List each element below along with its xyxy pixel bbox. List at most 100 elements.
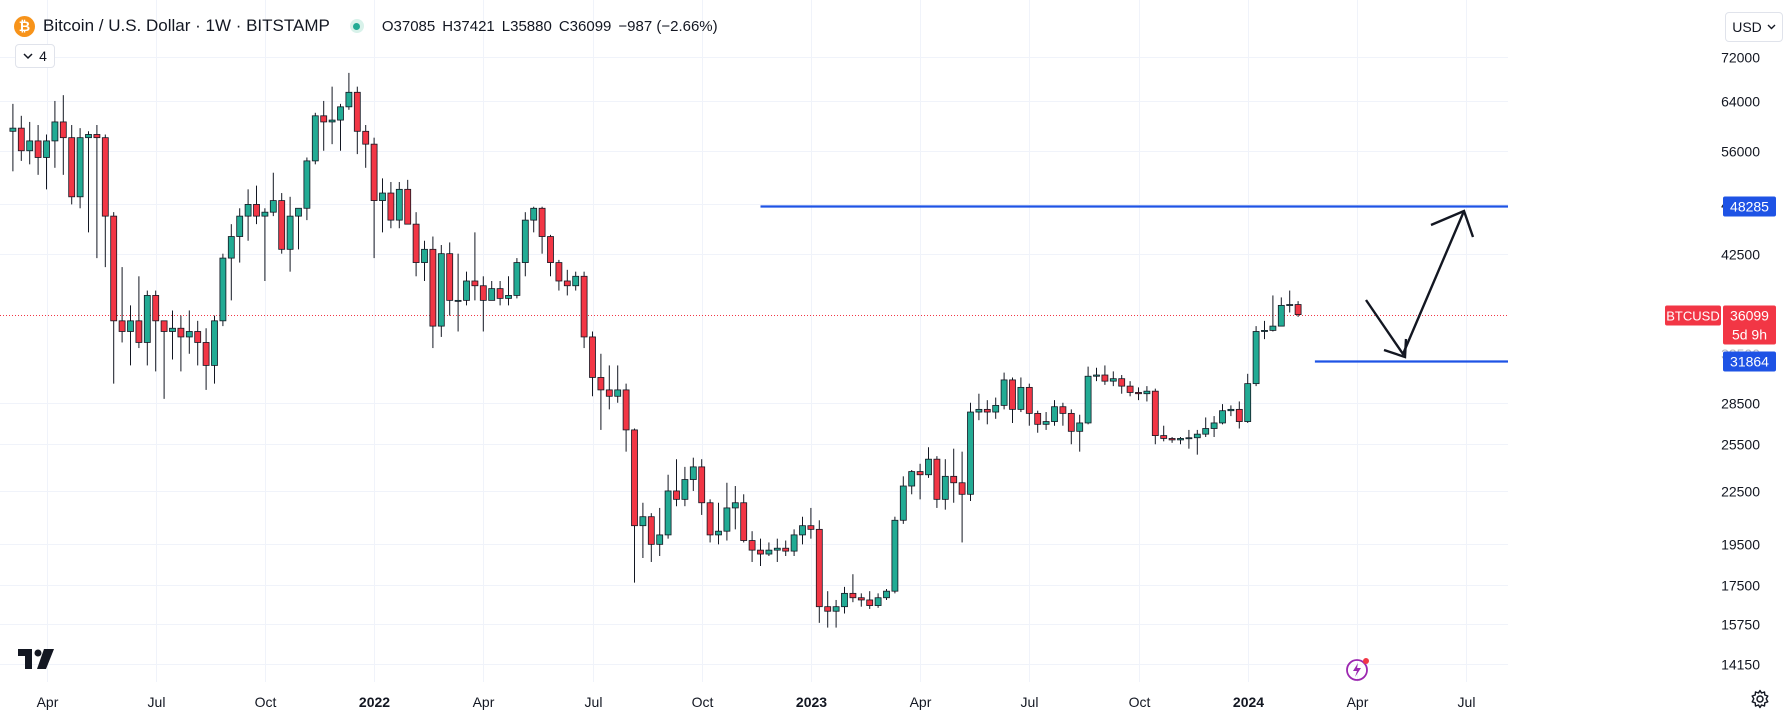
- gear-icon[interactable]: [1750, 689, 1770, 709]
- candle-up: [1042, 421, 1050, 425]
- candle-up: [1269, 325, 1277, 331]
- tradingview-logo-icon[interactable]: [18, 649, 56, 669]
- candle-up: [395, 188, 403, 221]
- candle-down: [815, 528, 823, 608]
- symbol-header[interactable]: ₿ Bitcoin / U.S. Dollar · 1W · BITSTAMP …: [14, 14, 718, 38]
- indicators-toggle-button[interactable]: 4: [15, 44, 55, 68]
- candle-up: [169, 327, 176, 332]
- drawn-arrow-annotation[interactable]: [1365, 209, 1475, 359]
- candle-down: [563, 280, 571, 287]
- candle-down: [93, 134, 101, 139]
- close-value: C36099: [558, 17, 612, 35]
- market-status-icon[interactable]: [349, 19, 364, 33]
- candle-up: [219, 257, 227, 322]
- time-tick-label: Jul: [1021, 694, 1039, 710]
- candle-up: [521, 219, 529, 263]
- candle-down: [118, 320, 126, 332]
- candle-down: [622, 389, 630, 431]
- candle-down: [597, 377, 605, 391]
- candle-down: [1135, 392, 1142, 395]
- candle-up: [43, 140, 50, 158]
- candle-up: [236, 215, 244, 237]
- price-axis[interactable]: 7200064000560004850042500285002550022500…: [1721, 50, 1760, 673]
- candle-up: [1210, 422, 1218, 429]
- candle-down: [1067, 412, 1075, 432]
- time-tick-label: Jul: [585, 694, 603, 710]
- candle-up: [185, 331, 193, 338]
- candle-up: [992, 404, 1000, 413]
- candle-down: [135, 320, 143, 343]
- price-tick-label: 17500: [1721, 578, 1760, 594]
- time-tick-label: Apr: [37, 694, 59, 710]
- time-tick-label: 2022: [359, 694, 390, 710]
- candle-down: [194, 331, 202, 343]
- time-tick-label: Oct: [1129, 694, 1151, 710]
- candle-up: [437, 253, 445, 327]
- candle-down: [17, 127, 25, 152]
- candle-up: [454, 299, 462, 302]
- candle-up: [9, 127, 17, 132]
- price-tick-label: 42500: [1721, 247, 1760, 263]
- candle-down: [1126, 385, 1134, 393]
- candle-down: [740, 502, 748, 541]
- candle-down: [278, 200, 286, 250]
- horizontal-levels[interactable]: [760, 205, 1509, 363]
- price-tick-label: 72000: [1721, 50, 1760, 66]
- time-tick-label: Oct: [255, 694, 277, 710]
- candle-down: [807, 525, 815, 530]
- currency-select[interactable]: USD: [1725, 12, 1783, 42]
- level-price-tag: [1723, 196, 1776, 217]
- price-tick-label: 28500: [1721, 396, 1760, 412]
- candle-up: [832, 606, 840, 612]
- arrow-path-line[interactable]: [1365, 210, 1466, 357]
- candle-down: [412, 223, 420, 263]
- candle-up: [639, 516, 647, 527]
- candle-up: [731, 502, 739, 509]
- candle-down: [589, 336, 596, 378]
- candle-up: [883, 590, 890, 599]
- candle-up: [765, 549, 773, 555]
- symbol-title[interactable]: Bitcoin / U.S. Dollar · 1W · BITSTAMP: [43, 16, 330, 35]
- candle-down: [1294, 304, 1302, 315]
- candle-down: [68, 137, 76, 198]
- candle-down: [177, 327, 185, 338]
- change-value: −987 (−2.66%): [618, 17, 718, 35]
- candle-up: [1244, 383, 1252, 422]
- candle-up: [303, 160, 311, 209]
- candle-down: [647, 516, 655, 545]
- candle-up: [244, 204, 252, 217]
- candle-down: [479, 285, 487, 301]
- candle-down: [496, 288, 504, 299]
- price-tick-label: 56000: [1721, 144, 1760, 160]
- symbol-tag: [1665, 305, 1721, 326]
- time-tick-label: Jul: [148, 694, 166, 710]
- candle-up: [874, 597, 882, 606]
- candle-down: [1034, 412, 1042, 425]
- time-tick-label: 2024: [1233, 694, 1264, 710]
- candle-up: [1076, 422, 1084, 432]
- lightning-icon[interactable]: [1345, 656, 1371, 682]
- candle-up: [127, 320, 134, 332]
- price-tick-label: 22500: [1721, 484, 1760, 500]
- symbol-tag-label: BTCUSD: [1666, 309, 1719, 324]
- bar-countdown-label: 5d 9h: [1732, 327, 1767, 343]
- candle-down: [59, 121, 67, 139]
- indicators-count: 4: [39, 48, 47, 64]
- candle-up: [51, 121, 59, 142]
- candle-up: [1017, 386, 1025, 410]
- candle-up: [379, 192, 386, 201]
- price-tick-label: 14150: [1721, 657, 1760, 673]
- currency-label: USD: [1732, 19, 1762, 35]
- candle-up: [1051, 406, 1058, 422]
- candle-up: [1202, 428, 1210, 435]
- candle-up: [1000, 379, 1008, 406]
- price-tick-label: 64000: [1721, 94, 1760, 110]
- candle-up: [261, 211, 269, 217]
- candle-down: [824, 606, 832, 612]
- candle-down: [34, 140, 42, 158]
- level-price-label: 31864: [1730, 354, 1769, 370]
- time-axis[interactable]: Apr Jul Oct 2022 Apr Jul Oct 2023 Apr Jul Oct 2024 A…: [37, 694, 1476, 710]
- candle-up: [723, 507, 731, 532]
- candle-down: [404, 188, 412, 225]
